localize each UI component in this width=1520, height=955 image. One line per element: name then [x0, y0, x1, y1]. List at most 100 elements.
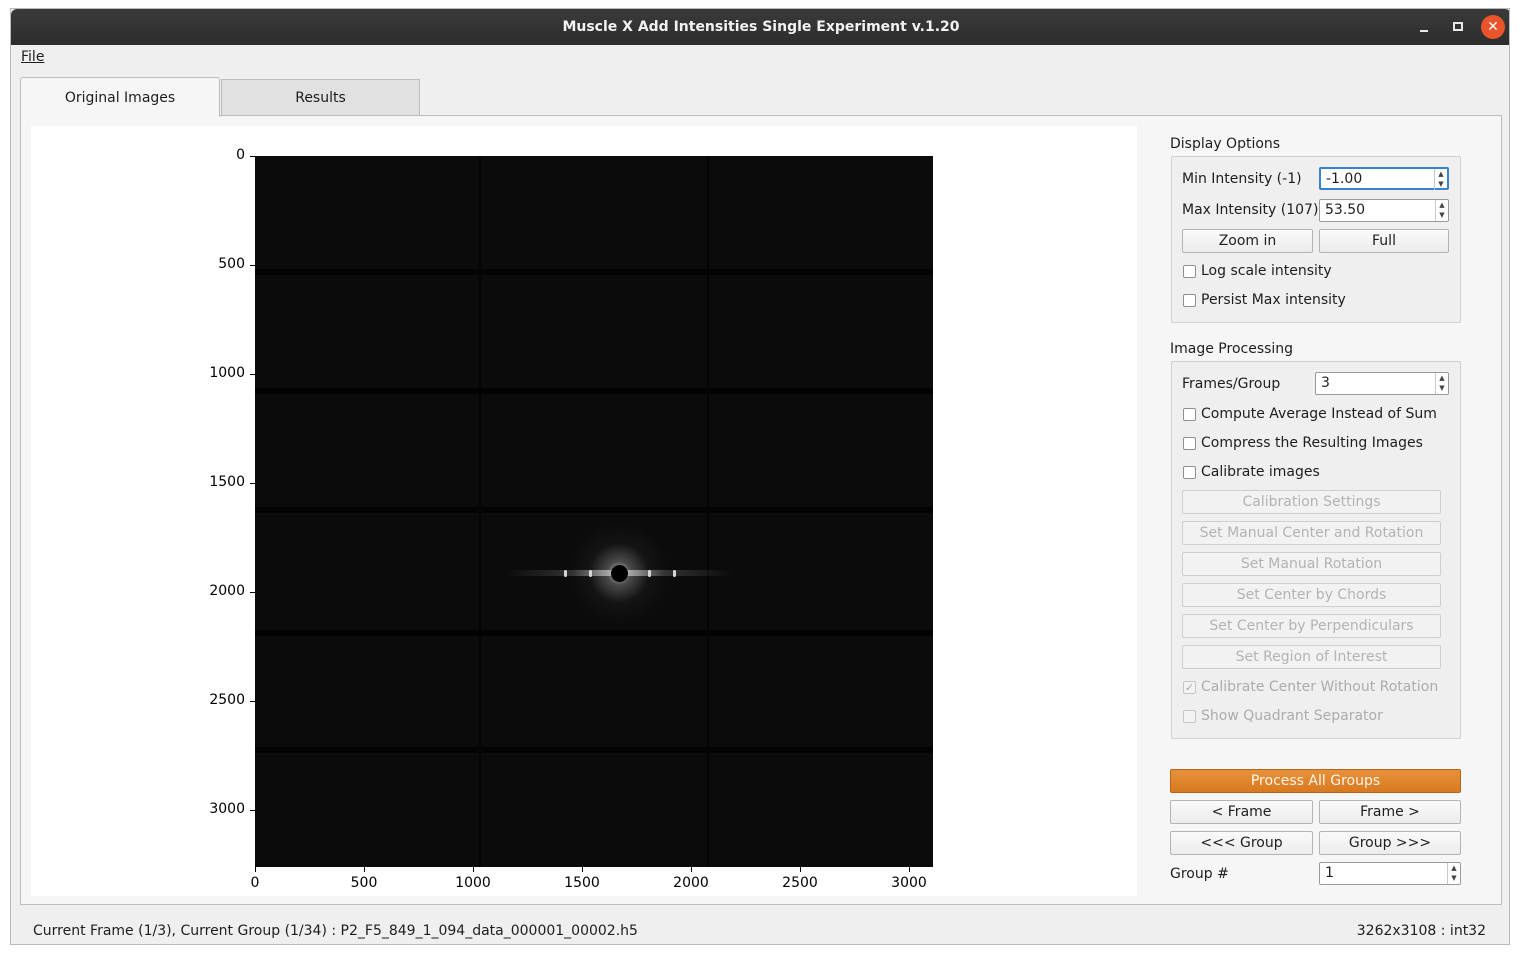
compute-average-checkbox[interactable] — [1183, 408, 1196, 421]
y-axis-tick — [250, 265, 255, 266]
maximize-button[interactable] — [1446, 15, 1470, 39]
zoom-in-button[interactable]: Zoom in — [1182, 229, 1313, 253]
next-frame-button[interactable]: Frame > — [1319, 800, 1461, 824]
y-axis-tick-label: 2000 — [209, 583, 245, 599]
close-icon: ✕ — [1487, 19, 1499, 35]
center-by-chords-button[interactable]: Set Center by Chords — [1182, 583, 1441, 607]
y-axis-tick — [250, 810, 255, 811]
image-processing-box — [1171, 361, 1461, 739]
group-number-value: 1 — [1325, 865, 1334, 881]
image-processing-title: Image Processing — [1170, 341, 1294, 357]
y-axis-tick — [250, 592, 255, 593]
status-message: Current Frame (1/3), Current Group (1/34… — [33, 923, 638, 939]
spin-arrows-icon[interactable]: ▲ ▼ — [1447, 863, 1460, 884]
detector-gap — [255, 388, 933, 394]
y-axis-tick — [250, 483, 255, 484]
y-axis-tick — [250, 701, 255, 702]
x-axis-tick-label: 2000 — [673, 875, 709, 891]
next-group-button[interactable]: Group >>> — [1319, 831, 1461, 855]
max-intensity-value: 53.50 — [1325, 202, 1366, 218]
max-intensity-spinbox[interactable]: 53.50 ▲ ▼ — [1319, 199, 1449, 222]
spin-arrows-icon[interactable]: ▲ ▼ — [1435, 373, 1448, 394]
spin-arrows-icon[interactable]: ▲ ▼ — [1435, 200, 1448, 221]
y-axis-tick-label: 500 — [218, 256, 245, 272]
frames-per-group-label: Frames/Group — [1182, 376, 1281, 392]
detector-gap — [479, 156, 481, 867]
y-axis-tick — [250, 156, 255, 157]
prev-frame-button[interactable]: < Frame — [1170, 800, 1313, 824]
max-intensity-label: Max Intensity (107) — [1182, 202, 1319, 218]
image-plot[interactable]: 0 500 1000 1500 2000 2500 3000 0 500 1000 1500 2000… — [31, 126, 1137, 896]
tab-original-images[interactable]: Original Images — [20, 77, 220, 117]
persist-max-checkbox[interactable] — [1183, 294, 1196, 307]
quadrant-separator-checkbox[interactable] — [1183, 710, 1196, 723]
process-all-groups-button[interactable]: Process All Groups — [1170, 769, 1461, 793]
diffraction-image[interactable] — [255, 156, 933, 867]
prev-group-button[interactable]: <<< Group — [1170, 831, 1313, 855]
group-number-label: Group # — [1170, 866, 1229, 882]
min-intensity-spinbox[interactable]: -1.00 ▲ ▼ — [1319, 167, 1449, 190]
compress-checkbox[interactable] — [1183, 437, 1196, 450]
calibrate-center-checkbox[interactable]: ✓ — [1183, 681, 1196, 694]
x-axis-tick — [800, 867, 801, 872]
frames-per-group-spinbox[interactable]: 3 ▲ ▼ — [1315, 372, 1449, 395]
x-axis-tick — [909, 867, 910, 872]
y-axis-tick-label: 3000 — [209, 801, 245, 817]
title-bar[interactable]: Muscle X Add Intensities Single Experime… — [11, 9, 1509, 45]
y-axis-tick — [250, 374, 255, 375]
y-axis-tick-label: 1500 — [209, 474, 245, 490]
reflection-spot — [589, 570, 592, 577]
compute-average-label: Compute Average Instead of Sum — [1201, 406, 1437, 422]
group-number-spinbox[interactable]: 1 ▲ ▼ — [1319, 862, 1461, 885]
frames-per-group-value: 3 — [1321, 375, 1330, 391]
app-window: Muscle X Add Intensities Single Experime… — [10, 8, 1510, 945]
x-axis-tick — [364, 867, 365, 872]
manual-center-rotation-button[interactable]: Set Manual Center and Rotation — [1182, 521, 1441, 545]
minimize-icon — [1420, 30, 1428, 32]
min-intensity-label: Min Intensity (-1) — [1182, 171, 1302, 187]
maximize-icon — [1453, 22, 1463, 31]
display-options-title: Display Options — [1170, 136, 1281, 152]
x-axis-tick — [582, 867, 583, 872]
calibrate-images-label: Calibrate images — [1201, 464, 1320, 480]
calibrate-images-checkbox[interactable] — [1183, 466, 1196, 479]
detector-gap — [255, 747, 933, 753]
persist-max-label: Persist Max intensity — [1201, 292, 1346, 308]
detector-gap — [707, 156, 709, 867]
x-axis-tick — [473, 867, 474, 872]
detector-gap — [255, 507, 933, 513]
y-axis-tick-label: 1000 — [209, 365, 245, 381]
y-axis-tick-label: 0 — [236, 147, 245, 163]
reflection-spot — [673, 570, 676, 577]
quadrant-separator-label: Show Quadrant Separator — [1201, 708, 1383, 724]
minimize-button[interactable] — [1412, 15, 1436, 39]
tab-results[interactable]: Results — [221, 79, 420, 115]
x-axis-tick-label: 500 — [350, 875, 378, 891]
x-axis-tick-label: 2500 — [782, 875, 818, 891]
x-axis-tick — [255, 867, 256, 872]
manual-rotation-button[interactable]: Set Manual Rotation — [1182, 552, 1441, 576]
x-axis-tick — [691, 867, 692, 872]
region-of-interest-button[interactable]: Set Region of Interest — [1182, 645, 1441, 669]
detector-gap — [255, 269, 933, 275]
spin-arrows-icon[interactable]: ▲ ▼ — [1434, 169, 1447, 190]
image-info: 3262x3108 : int32 — [1356, 923, 1486, 939]
center-by-perpendiculars-button[interactable]: Set Center by Perpendiculars — [1182, 614, 1441, 638]
detector-gap — [255, 630, 933, 636]
min-intensity-value: -1.00 — [1326, 171, 1363, 187]
menu-file[interactable]: File — [21, 49, 45, 65]
log-scale-checkbox[interactable] — [1183, 265, 1196, 278]
status-bar: Current Frame (1/3), Current Group (1/34… — [11, 917, 1509, 944]
beamstop — [611, 565, 628, 582]
close-button[interactable]: ✕ — [1481, 15, 1505, 39]
x-axis-tick-label: 3000 — [891, 875, 927, 891]
reflection-spot — [564, 570, 567, 577]
window-title: Muscle X Add Intensities Single Experime… — [562, 19, 960, 35]
calibrate-center-label: Calibrate Center Without Rotation — [1201, 679, 1439, 695]
compress-label: Compress the Resulting Images — [1201, 435, 1423, 451]
y-axis-tick-label: 2500 — [209, 692, 245, 708]
calibration-settings-button[interactable]: Calibration Settings — [1182, 490, 1441, 514]
x-axis-tick-label: 1500 — [564, 875, 600, 891]
full-button[interactable]: Full — [1319, 229, 1449, 253]
x-axis-tick-label: 1000 — [455, 875, 491, 891]
